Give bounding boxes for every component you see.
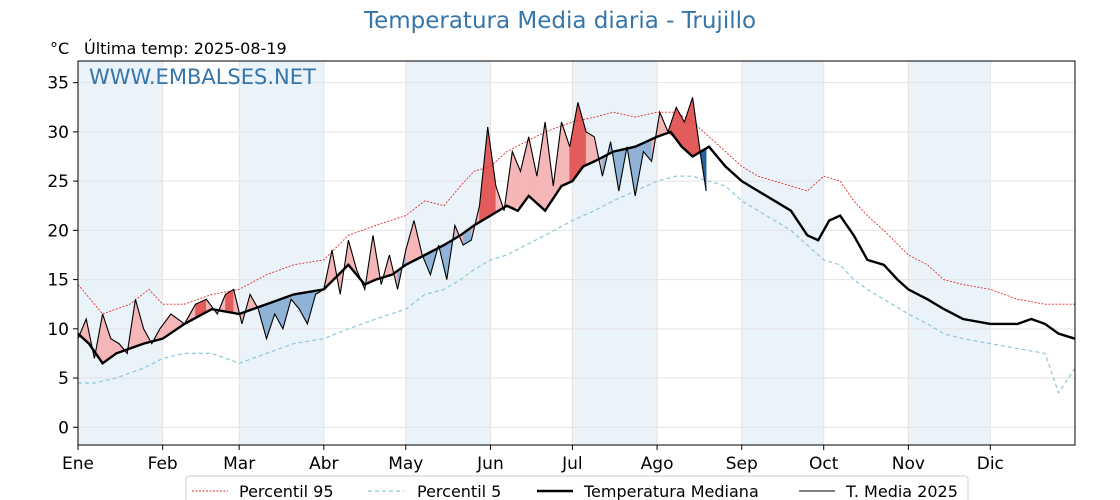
series-lines xyxy=(77,97,1076,395)
y-tick-label: 25 xyxy=(47,172,69,192)
y-tick-label: 15 xyxy=(47,271,69,291)
month-band xyxy=(572,61,658,445)
above-median-fill xyxy=(225,288,234,314)
chart-title: Temperatura Media diaria - Trujillo xyxy=(363,8,757,34)
mean-2025-line xyxy=(77,97,707,359)
month-band xyxy=(78,61,163,445)
y-tick-label: 5 xyxy=(58,369,69,389)
above-median-fill xyxy=(170,313,185,334)
y-tick-label: 35 xyxy=(47,74,69,94)
percentile-5-line xyxy=(78,175,1076,395)
above-median-fill xyxy=(684,97,693,158)
month-band xyxy=(741,61,824,445)
y-unit-label: °C xyxy=(50,39,70,58)
y-axis-ticks: 0 5 10 15 20 25 30 35 xyxy=(47,74,78,438)
legend-label: Temperatura Mediana xyxy=(583,482,759,500)
legend-box xyxy=(185,475,969,500)
legend-label: Percentil 5 xyxy=(417,482,501,500)
x-tick-label: Abr xyxy=(309,454,338,474)
x-tick-label: Ago xyxy=(641,454,674,474)
x-tick-label: Feb xyxy=(148,454,178,474)
x-tick-label: Jul xyxy=(561,454,583,474)
median-line xyxy=(77,130,1076,365)
plot-frame xyxy=(77,60,1076,446)
month-band xyxy=(239,61,324,445)
month-band xyxy=(908,61,991,445)
last-temp-label: Última temp: 2025-08-19 xyxy=(84,39,287,58)
x-tick-label: Sep xyxy=(726,454,758,474)
x-tick-label: Mar xyxy=(223,454,255,474)
legend-label: T. Media 2025 xyxy=(845,482,958,500)
x-axis-ticks: Ene Feb Mar Abr May Jun Jul Ago Sep Oct Nov Dic xyxy=(62,445,1004,474)
x-tick-label: Ene xyxy=(62,454,94,474)
percentile-95-line xyxy=(77,111,1075,315)
legend-label: Percentil 95 xyxy=(239,482,334,500)
watermark: WWW.EMBALSES.NET xyxy=(89,65,316,89)
month-bands xyxy=(78,61,991,445)
x-tick-label: Jun xyxy=(476,454,504,474)
legend: Percentil 95 Percentil 5 Temperatura Media… xyxy=(185,475,969,500)
y-tick-label: 20 xyxy=(47,221,69,241)
above-median-fill xyxy=(585,131,595,166)
x-tick-label: Oct xyxy=(809,454,839,474)
y-tick-label: 30 xyxy=(47,123,69,143)
x-tick-label: May xyxy=(388,454,423,474)
x-tick-label: Nov xyxy=(892,454,925,474)
y-tick-label: 10 xyxy=(47,320,69,340)
x-tick-label: Dic xyxy=(977,454,1004,474)
y-tick-label: 0 xyxy=(58,418,69,438)
above-median-fill xyxy=(487,126,497,218)
